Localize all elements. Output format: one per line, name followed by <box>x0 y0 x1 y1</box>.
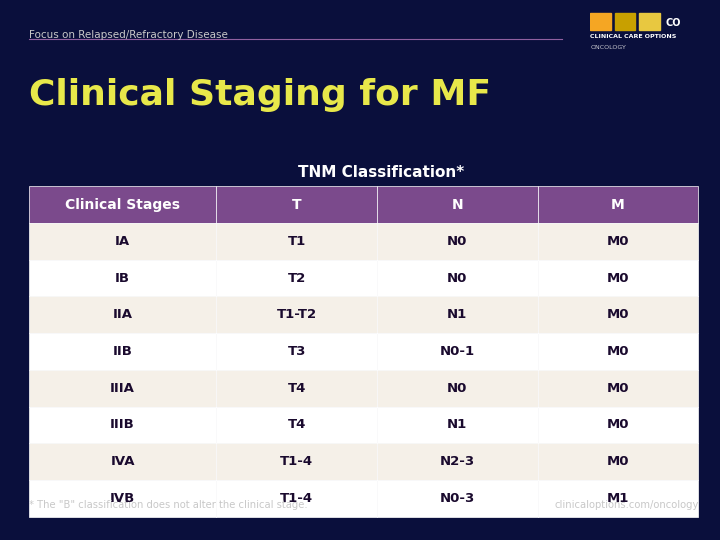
Text: T: T <box>292 198 302 212</box>
Text: * The "B" classification does not alter the clinical stage.: * The "B" classification does not alter … <box>29 500 307 510</box>
Text: T4: T4 <box>287 382 306 395</box>
Text: T1-T2: T1-T2 <box>276 308 317 321</box>
FancyBboxPatch shape <box>538 223 698 260</box>
Text: IIIA: IIIA <box>110 382 135 395</box>
FancyBboxPatch shape <box>216 186 377 223</box>
Text: IA: IA <box>115 235 130 248</box>
Text: Clinical Staging for MF: Clinical Staging for MF <box>29 78 491 112</box>
Text: IIIB: IIIB <box>110 418 135 431</box>
Text: T1-4: T1-4 <box>280 492 313 505</box>
Text: M0: M0 <box>607 272 629 285</box>
FancyBboxPatch shape <box>538 186 698 223</box>
Text: T2: T2 <box>287 272 306 285</box>
Text: IIB: IIB <box>112 345 132 358</box>
FancyBboxPatch shape <box>377 260 538 296</box>
Text: M0: M0 <box>607 308 629 321</box>
Text: ONCOLOGY: ONCOLOGY <box>590 45 626 50</box>
Text: N0-1: N0-1 <box>440 345 475 358</box>
Text: N1: N1 <box>447 418 467 431</box>
FancyBboxPatch shape <box>216 480 377 517</box>
Text: N: N <box>451 198 463 212</box>
FancyBboxPatch shape <box>216 407 377 443</box>
FancyBboxPatch shape <box>538 370 698 407</box>
FancyBboxPatch shape <box>29 260 216 296</box>
Text: T4: T4 <box>287 418 306 431</box>
Text: M0: M0 <box>607 345 629 358</box>
FancyBboxPatch shape <box>29 443 216 480</box>
FancyBboxPatch shape <box>538 443 698 480</box>
FancyBboxPatch shape <box>29 370 216 407</box>
Text: N1: N1 <box>447 308 467 321</box>
FancyBboxPatch shape <box>538 480 698 517</box>
Text: clinicaloptions.com/oncology: clinicaloptions.com/oncology <box>554 500 698 510</box>
FancyBboxPatch shape <box>216 296 377 333</box>
FancyBboxPatch shape <box>29 223 216 260</box>
Text: M0: M0 <box>607 455 629 468</box>
FancyBboxPatch shape <box>377 443 538 480</box>
FancyBboxPatch shape <box>538 260 698 296</box>
Text: M0: M0 <box>607 382 629 395</box>
FancyBboxPatch shape <box>377 296 538 333</box>
Text: IVA: IVA <box>110 455 135 468</box>
FancyBboxPatch shape <box>377 370 538 407</box>
Text: TNM Classification*: TNM Classification* <box>299 165 464 180</box>
Text: M0: M0 <box>607 235 629 248</box>
Bar <box>615 13 635 30</box>
Text: M: M <box>611 198 625 212</box>
Text: N0-3: N0-3 <box>440 492 475 505</box>
FancyBboxPatch shape <box>29 296 216 333</box>
FancyBboxPatch shape <box>377 407 538 443</box>
FancyBboxPatch shape <box>29 186 216 223</box>
Bar <box>590 13 611 30</box>
Text: Clinical Stages: Clinical Stages <box>65 198 180 212</box>
Text: CLINICAL CARE OPTIONS: CLINICAL CARE OPTIONS <box>590 33 677 38</box>
FancyBboxPatch shape <box>216 260 377 296</box>
Text: T1: T1 <box>287 235 306 248</box>
FancyBboxPatch shape <box>216 223 377 260</box>
Text: M0: M0 <box>607 418 629 431</box>
FancyBboxPatch shape <box>29 480 216 517</box>
FancyBboxPatch shape <box>216 333 377 370</box>
FancyBboxPatch shape <box>377 480 538 517</box>
Text: T3: T3 <box>287 345 306 358</box>
Text: N0: N0 <box>447 235 467 248</box>
Text: IB: IB <box>115 272 130 285</box>
Text: IIA: IIA <box>112 308 132 321</box>
FancyBboxPatch shape <box>29 333 216 370</box>
Text: N0: N0 <box>447 382 467 395</box>
Text: M1: M1 <box>607 492 629 505</box>
Text: Focus on Relapsed/Refractory Disease: Focus on Relapsed/Refractory Disease <box>29 30 228 40</box>
FancyBboxPatch shape <box>538 296 698 333</box>
Bar <box>639 13 660 30</box>
Text: CO: CO <box>665 18 681 28</box>
FancyBboxPatch shape <box>538 407 698 443</box>
FancyBboxPatch shape <box>538 333 698 370</box>
FancyBboxPatch shape <box>377 333 538 370</box>
FancyBboxPatch shape <box>216 443 377 480</box>
FancyBboxPatch shape <box>377 223 538 260</box>
Text: N2-3: N2-3 <box>440 455 475 468</box>
Text: IVB: IVB <box>110 492 135 505</box>
Text: T1-4: T1-4 <box>280 455 313 468</box>
FancyBboxPatch shape <box>377 186 538 223</box>
FancyBboxPatch shape <box>29 407 216 443</box>
FancyBboxPatch shape <box>216 370 377 407</box>
Text: N0: N0 <box>447 272 467 285</box>
